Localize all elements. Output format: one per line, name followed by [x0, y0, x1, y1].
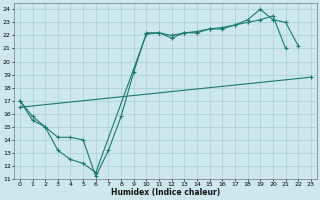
X-axis label: Humidex (Indice chaleur): Humidex (Indice chaleur) — [111, 188, 220, 197]
